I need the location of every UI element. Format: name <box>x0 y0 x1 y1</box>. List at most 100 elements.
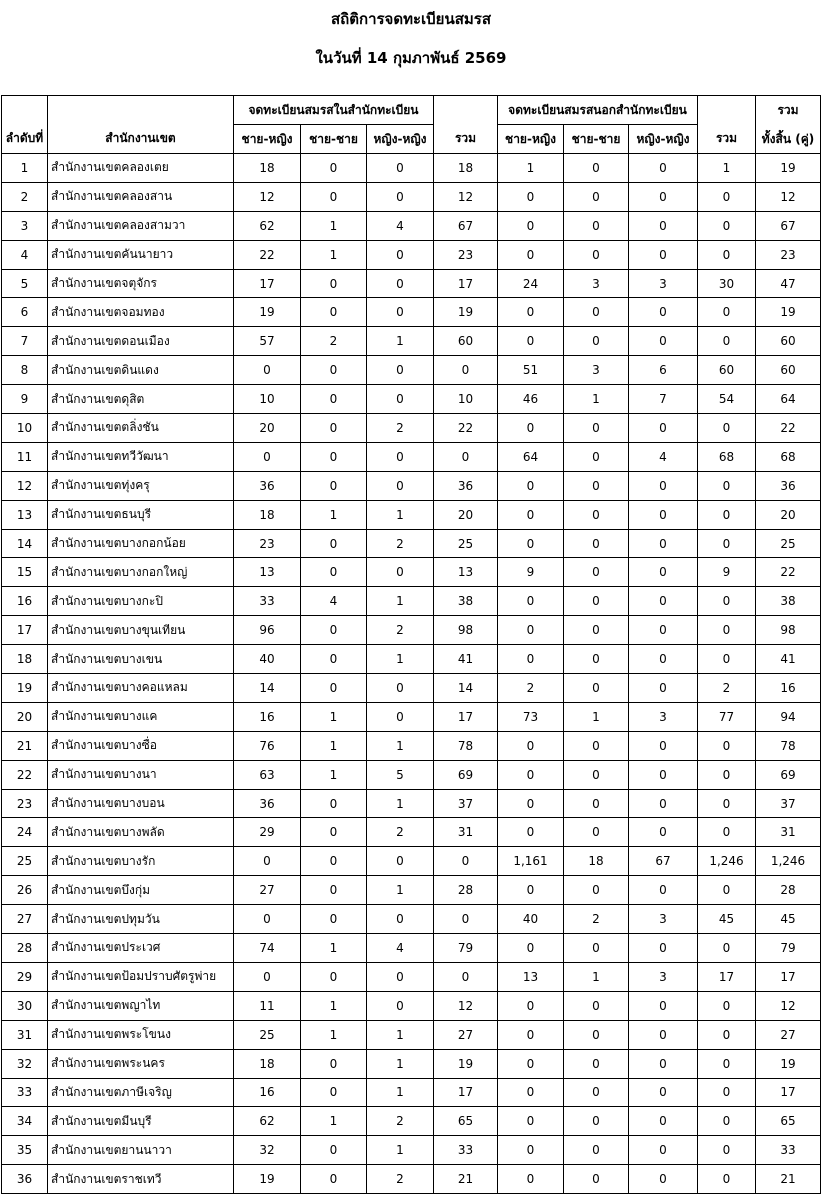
number-cell: 0 <box>497 181 564 212</box>
number-cell: 0 <box>628 153 698 183</box>
number-cell: 13 <box>1 499 48 530</box>
number-cell: 0 <box>697 875 756 906</box>
number-cell: 78 <box>755 730 821 761</box>
number-cell: 0 <box>563 1048 629 1079</box>
office-cell: สำนักงานเขตบางซื่อ <box>47 730 234 761</box>
number-cell: 17 <box>433 701 498 732</box>
number-cell: 0 <box>433 355 498 386</box>
table-row: 21 สำนักงานเขตบางซื่อ 76 1 1 78 0 0 0 0 78 <box>1 730 821 761</box>
number-cell: 17 <box>433 268 498 299</box>
number-cell: 0 <box>433 904 498 935</box>
number-cell: 0 <box>563 1106 629 1137</box>
number-cell: 0 <box>563 441 629 472</box>
number-cell: 0 <box>697 413 756 443</box>
number-cell: 76 <box>233 730 301 761</box>
number-cell: 1 <box>366 1077 434 1108</box>
number-cell: 0 <box>497 499 564 530</box>
number-cell: 0 <box>697 759 756 790</box>
number-cell: 79 <box>755 933 821 963</box>
number-cell: 79 <box>433 933 498 963</box>
number-cell: 2 <box>366 413 434 443</box>
number-cell: 0 <box>563 933 629 963</box>
number-cell: 98 <box>433 615 498 646</box>
number-cell: 33 <box>433 1135 498 1166</box>
table-row: 30 สำนักงานเขตพญาไท 11 1 0 12 0 0 0 0 12 <box>1 990 821 1021</box>
header-text: ทั้งสิ้น (คู่) <box>761 131 815 146</box>
number-cell: 0 <box>563 470 629 501</box>
number-cell: 2 <box>366 528 434 559</box>
number-cell: 17 <box>697 961 756 992</box>
number-cell: 31 <box>755 817 821 848</box>
office-cell: สำนักงานเขตยานนาวา <box>47 1135 234 1166</box>
number-cell: 19 <box>755 153 821 183</box>
number-cell: 60 <box>433 326 498 357</box>
number-cell: 0 <box>628 297 698 328</box>
office-cell: สำนักงานเขตคันนายาว <box>47 239 234 270</box>
number-cell: 0 <box>497 470 564 501</box>
number-cell: 38 <box>755 586 821 617</box>
number-cell: 0 <box>563 1164 629 1195</box>
number-cell: 1 <box>563 384 629 415</box>
number-cell: 12 <box>1 470 48 501</box>
number-cell: 29 <box>233 817 301 848</box>
number-cell: 0 <box>300 1048 367 1079</box>
number-cell: 68 <box>755 441 821 472</box>
number-cell: 16 <box>755 673 821 703</box>
number-cell: 0 <box>497 210 564 241</box>
number-cell: 0 <box>497 413 564 443</box>
number-cell: 1 <box>1 153 48 183</box>
number-cell: 0 <box>697 297 756 328</box>
number-cell: 0 <box>300 528 367 559</box>
number-cell: 0 <box>300 1077 367 1108</box>
number-cell: 0 <box>563 673 629 703</box>
number-cell: 10 <box>433 384 498 415</box>
number-cell: 3 <box>628 701 698 732</box>
number-cell: 0 <box>366 557 434 588</box>
number-cell: 22 <box>233 239 301 270</box>
number-cell: 46 <box>497 384 564 415</box>
number-cell: 1 <box>300 499 367 530</box>
number-cell: 14 <box>1 528 48 559</box>
number-cell: 22 <box>755 413 821 443</box>
number-cell: 18 <box>1 644 48 675</box>
number-cell: 0 <box>497 326 564 357</box>
number-cell: 41 <box>433 644 498 675</box>
number-cell: 0 <box>300 615 367 646</box>
number-cell: 14 <box>433 673 498 703</box>
number-cell: 0 <box>563 210 629 241</box>
office-cell: สำนักงานเขตบางคอแหลม <box>47 673 234 703</box>
table-row: 5 สำนักงานเขตจตุจักร 17 0 0 17 24 3 3 30 47 <box>1 268 821 299</box>
number-cell: 62 <box>233 210 301 241</box>
table-body: 1 สำนักงานเขตคลองเตย 18 0 0 18 1 0 0 1 19 2 สำนักงาน… <box>1 153 821 1195</box>
number-cell: 3 <box>1 210 48 241</box>
number-cell: 24 <box>1 817 48 848</box>
number-cell: 21 <box>433 1164 498 1195</box>
table-row: 15 สำนักงานเขตบางกอกใหญ่ 13 0 0 13 9 0 0 9 22 <box>1 557 821 588</box>
number-cell: 22 <box>755 557 821 588</box>
number-cell: 1,246 <box>755 846 821 877</box>
number-cell: 16 <box>233 1077 301 1108</box>
number-cell: 12 <box>233 181 301 212</box>
number-cell: 0 <box>697 326 756 357</box>
table-row: 25 สำนักงานเขตบางรัก 0 0 0 0 1,161 18 67 1,246 1,2… <box>1 846 821 877</box>
number-cell: 0 <box>497 615 564 646</box>
office-cell: สำนักงานเขตพระนคร <box>47 1048 234 1079</box>
number-cell: 0 <box>497 933 564 963</box>
number-cell: 57 <box>233 326 301 357</box>
number-cell: 4 <box>366 210 434 241</box>
number-cell: 0 <box>497 528 564 559</box>
number-cell: 0 <box>697 1135 756 1166</box>
table-row: 35 สำนักงานเขตยานนาวา 32 0 1 33 0 0 0 0 33 <box>1 1135 821 1166</box>
number-cell: 4 <box>628 441 698 472</box>
number-cell: 0 <box>366 470 434 501</box>
number-cell: 16 <box>233 701 301 732</box>
table-row: 11 สำนักงานเขตทวีวัฒนา 0 0 0 0 64 0 4 68 68 <box>1 441 821 472</box>
number-cell: 1 <box>300 1106 367 1137</box>
table-row: 36 สำนักงานเขตราชเทวี 19 0 2 21 0 0 0 0 21 <box>1 1164 821 1195</box>
number-cell: 0 <box>433 441 498 472</box>
office-cell: สำนักงานเขตบางรัก <box>47 846 234 877</box>
number-cell: 0 <box>233 355 301 386</box>
number-cell: 0 <box>497 297 564 328</box>
number-cell: 0 <box>300 904 367 935</box>
